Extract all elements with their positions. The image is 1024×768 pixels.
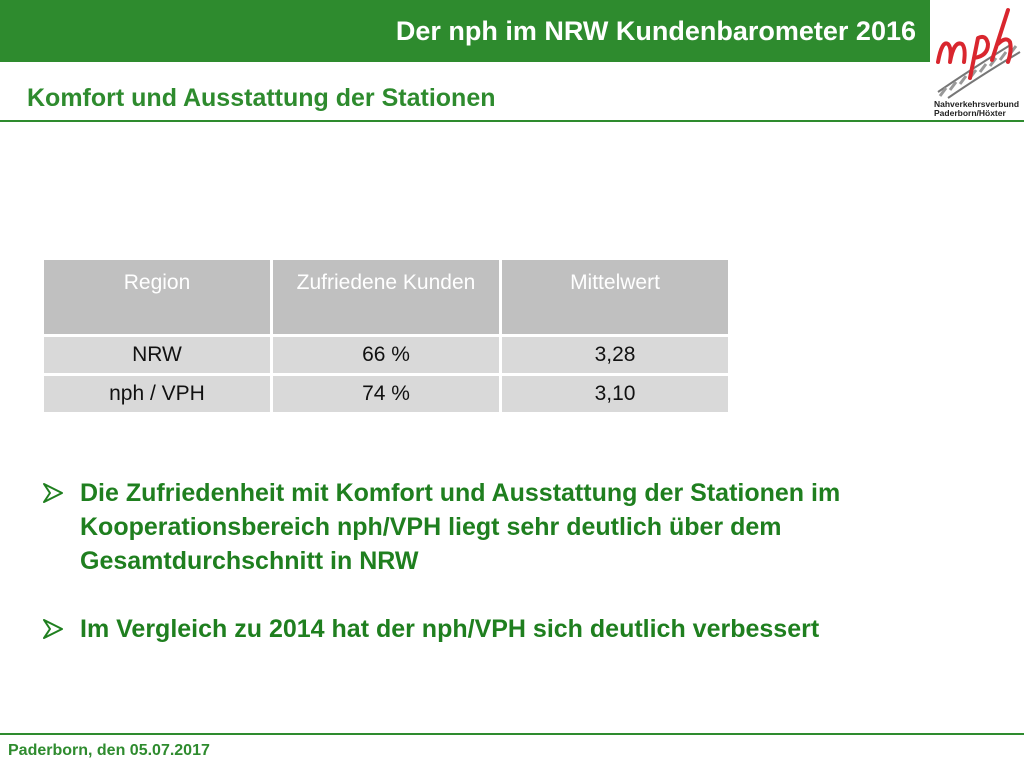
table-header-row: Region Zufriedene Kunden Mittelwert: [44, 260, 728, 334]
bullet-text: Im Vergleich zu 2014 hat der nph/VPH sic…: [80, 615, 820, 643]
cell-satisfied: 74 %: [273, 376, 499, 412]
column-header-mean: Mittelwert: [502, 260, 728, 334]
logo-caption-line1: Nahverkehrsverbund: [934, 99, 1020, 109]
bullet-list: Die Zufriedenheit mit Komfort und Aussta…: [40, 476, 980, 646]
logo-caption-line2: Paderborn/Höxter: [934, 108, 1006, 118]
header-title: Der nph im NRW Kundenbarometer 2016: [395, 16, 916, 46]
page-subtitle: Komfort und Ausstattung der Stationen: [27, 84, 496, 112]
footer-date: Paderborn, den 05.07.2017: [8, 742, 210, 759]
nph-logo: Nahverkehrsverbund Paderborn/Höxter: [930, 0, 1024, 122]
table-row: nph / VPH 74 % 3,10: [44, 376, 728, 412]
cell-mean: 3,28: [502, 337, 728, 373]
bullet-text: Die Zufriedenheit mit Komfort und Aussta…: [80, 479, 841, 575]
cell-mean: 3,10: [502, 376, 728, 412]
arrow-bullet-icon: [43, 483, 63, 503]
top-divider: [0, 120, 1024, 122]
logo-caption: Nahverkehrsverbund Paderborn/Höxter: [934, 100, 1019, 118]
list-item: Im Vergleich zu 2014 hat der nph/VPH sic…: [40, 612, 980, 646]
cell-region: NRW: [44, 337, 270, 373]
station-comfort-table: Region Zufriedene Kunden Mittelwert NRW …: [41, 257, 731, 415]
table-row: NRW 66 % 3,28: [44, 337, 728, 373]
cell-satisfied: 66 %: [273, 337, 499, 373]
header-bar: Der nph im NRW Kundenbarometer 2016: [0, 0, 930, 62]
nph-logo-icon: [936, 8, 1021, 99]
cell-region: nph / VPH: [44, 376, 270, 412]
column-header-satisfied-customers: Zufriedene Kunden: [273, 260, 499, 334]
arrow-bullet-icon: [43, 619, 63, 639]
column-header-region: Region: [44, 260, 270, 334]
bottom-divider: [0, 733, 1024, 735]
list-item: Die Zufriedenheit mit Komfort und Aussta…: [40, 476, 980, 578]
